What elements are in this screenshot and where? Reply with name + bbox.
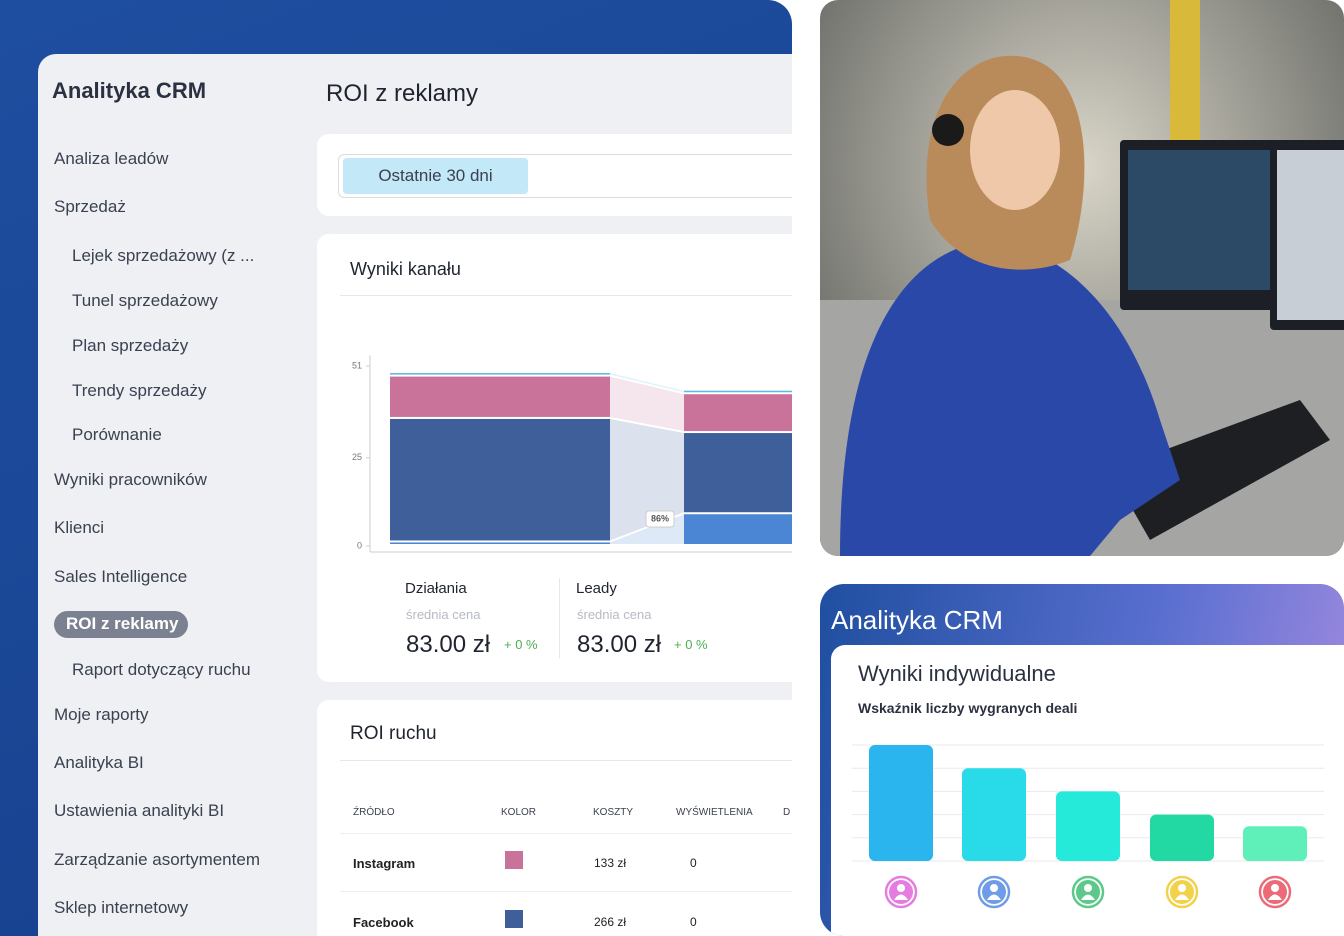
table-cell: Instagram [353,856,416,871]
row-line [340,833,792,834]
sidebar-title: Analityka CRM [52,78,207,103]
photo-screen [1277,150,1344,320]
table-header: KOSZTY [593,807,634,818]
y-tick-label: 51 [352,360,362,370]
color-swatch [505,910,523,928]
metric-value: 83.00 zł [577,631,662,658]
menu-item[interactable]: Lejek sprzedażowy (z ... [72,246,255,265]
card-body [831,645,1344,936]
metric-sublabel: średnia cena [577,607,652,622]
color-swatch [505,851,523,869]
bar-segment [390,418,610,541]
menu-item[interactable]: Zarządzanie asortymentem [54,850,260,869]
menu-item[interactable]: Ustawienia analityki BI [54,801,225,820]
row-line [340,891,792,892]
divider [340,760,792,761]
bar-segment [684,433,792,513]
menu-item[interactable]: Porównanie [72,425,162,444]
menu-item[interactable]: Moje raporty [54,705,149,724]
metric-label: Działania [405,580,467,597]
table-title: ROI ruchu [350,723,437,744]
table-cell: 133 zł [594,856,627,870]
filter-chip[interactable]: Ostatnie 30 dni [343,158,528,194]
table-card [317,700,792,936]
menu-item[interactable]: Plan sprzedaży [72,336,189,355]
metric-label: Leady [576,580,617,597]
annotation-box [645,510,675,528]
photo-person-face [970,90,1060,210]
table-cell: 0 [690,915,697,929]
table-header: D [783,807,791,818]
menu-item[interactable]: Sklep internetowy [54,898,189,917]
menu-item[interactable]: Wyniki pracowników [54,470,207,489]
metric-change: + 0 % [504,637,538,652]
bar-segment [390,373,610,375]
table-cell: 266 zł [594,915,627,929]
bar-segment [684,514,792,544]
table-header: WYŚWIETLENIA [676,807,753,818]
flow-band [610,373,684,393]
bar-segment [684,390,792,393]
divider [559,578,560,658]
bar-segment [390,542,610,544]
photo-screen [1128,150,1278,290]
menu-item[interactable]: Sprzedaż [54,197,126,216]
menu-item[interactable]: Analiza leadów [54,149,169,168]
bar-segment [390,376,610,417]
chart-title: Wyniki indywidualne [858,661,1056,686]
page-title: ROI z reklamy [326,80,479,107]
table-cell: Facebook [353,915,414,930]
menu-item-active[interactable]: ROI z reklamy [54,611,189,638]
menu-item[interactable]: Raport dotyczący ruchu [72,660,251,679]
photo-keyboard [1110,400,1330,540]
table-cell: 0 [690,856,697,870]
crm-window: Analityka CRM Analiza leadów Sprzedaż Le… [0,0,792,936]
photo-pillar [1170,0,1200,150]
flow-band [610,418,684,541]
menu-item[interactable]: Analityka BI [54,753,144,772]
y-tick-label: 25 [352,452,362,462]
flow-band [610,376,684,432]
metric-value: 83.00 zł [406,631,491,658]
menu-item[interactable]: Trendy sprzedaży [72,381,207,400]
analytics-card: Analityka CRM Wyniki indywidualne Wskaźn… [820,584,1344,936]
menu-item[interactable]: Sales Intelligence [54,567,188,586]
photo-person-jacket [840,240,1180,556]
divider [340,295,792,296]
channel-chart: 0 25 51 86% [352,355,792,553]
menu-item[interactable]: Tunel sprzedażowy [72,291,218,310]
card-title: Analityka CRM [831,605,1003,635]
annotation: 86% [651,513,669,523]
metric-change: + 0 % [674,637,708,652]
bar-segment [684,394,792,432]
chart-title: Wyniki kanału [350,259,461,279]
photo-headset [932,114,964,146]
chart-subtitle: Wskaźnik liczby wygranych deali [858,700,1078,716]
photo [820,0,1344,556]
table-header: KOLOR [501,807,537,818]
metric-sublabel: średnia cena [406,607,481,622]
y-tick-label: 0 [357,540,362,550]
table-header: ŹRÓDŁO [353,807,395,818]
menu-item[interactable]: Klienci [54,518,105,537]
